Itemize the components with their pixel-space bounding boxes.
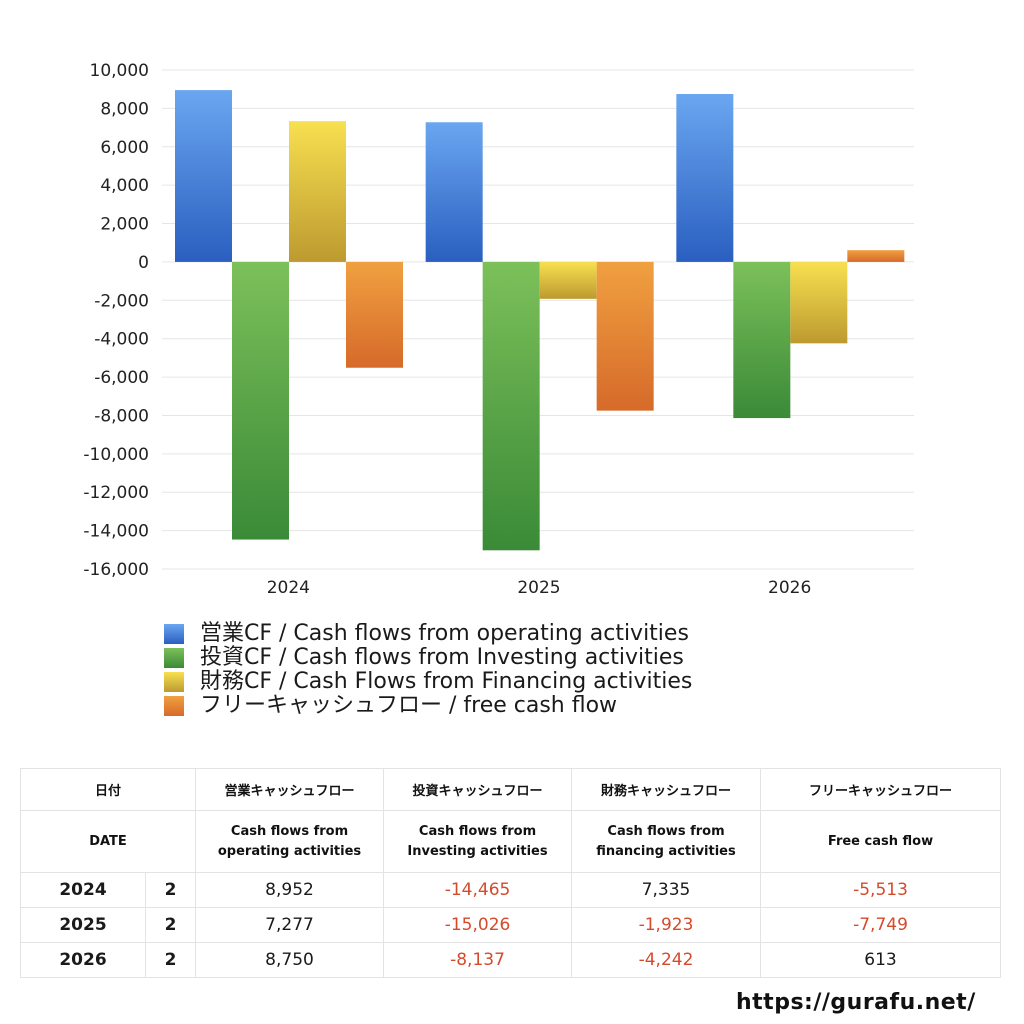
header-operating-en-line1: Cash flows from xyxy=(230,823,349,839)
bar-free-2024 xyxy=(346,261,403,368)
cash-flow-bar-chart: 10,000 8,000 6,000 4,000 2,000 0 -2,000 -4,000 -… xyxy=(83,61,914,598)
y-tick-label: 2,000 xyxy=(100,215,149,235)
row-operating: 8,750 xyxy=(195,942,385,978)
row-year: 2024 xyxy=(20,872,146,908)
bar-financing-2026 xyxy=(790,261,848,344)
site-url[interactable]: https://gurafu.net/ xyxy=(736,990,976,1015)
legend-swatch-operating xyxy=(164,624,184,644)
row-free: -5,513 xyxy=(760,872,1002,908)
bar-free-2026 xyxy=(847,250,905,262)
header-financing-jp: 財務キャッシュフロー xyxy=(571,768,762,811)
row-quarter: 2 xyxy=(144,872,197,908)
y-tick-label: 0 xyxy=(138,253,149,273)
header-operating-en-line2: operating activities xyxy=(217,843,362,859)
legend-swatch-financing xyxy=(164,672,184,692)
legend-swatch-free xyxy=(164,696,184,716)
header-operating-jp: 営業キャッシュフロー xyxy=(195,768,385,811)
bars xyxy=(175,90,905,551)
y-axis-ticks: 10,000 8,000 6,000 4,000 2,000 0 -2,000 -4,000 -… xyxy=(83,61,149,580)
legend-item-investing: 投資CF / Cash flows from Investing activit… xyxy=(164,646,692,670)
x-axis-categories: 2024 2025 2026 xyxy=(267,578,812,598)
row-quarter: 2 xyxy=(144,907,197,943)
legend: 営業CF / Cash flows from operating activit… xyxy=(164,622,692,718)
cash-flow-table: 日付 営業キャッシュフロー 投資キャッシュフロー 財務キャッシュフロー フリーキ… xyxy=(19,768,1002,978)
legend-item-free: フリーキャッシュフロー / free cash flow xyxy=(164,694,692,718)
header-date-en-line1: DATE xyxy=(89,833,127,849)
legend-label-free: フリーキャッシュフロー / free cash flow xyxy=(200,693,618,718)
header-date-en: DATE xyxy=(19,810,197,873)
row-financing: -4,242 xyxy=(571,942,762,978)
y-tick-label: -6,000 xyxy=(94,368,149,388)
table-row: 2025 2 7,277 -15,026 -1,923 -7,749 xyxy=(20,907,1002,943)
header-investing-jp: 投資キャッシュフロー xyxy=(383,768,573,811)
table-row: 2024 2 8,952 -14,465 7,335 -5,513 xyxy=(20,872,1002,908)
header-investing-en-line2: Investing activities xyxy=(407,843,548,859)
bar-financing-2025 xyxy=(539,261,597,299)
header-operating-en: Cash flows from operating activities xyxy=(195,810,385,873)
row-investing: -15,026 xyxy=(383,907,573,943)
row-investing: -14,465 xyxy=(383,872,573,908)
header-free-en-line1: Free cash flow xyxy=(827,833,934,849)
table-header-en: DATE Cash flows from operating activities… xyxy=(19,810,1002,873)
y-tick-label: -14,000 xyxy=(83,522,149,542)
header-investing-en-line1: Cash flows from xyxy=(418,823,537,839)
table-row: 2026 2 8,750 -8,137 -4,242 613 xyxy=(20,942,1002,978)
row-investing: -8,137 xyxy=(383,942,573,978)
y-tick-label: 4,000 xyxy=(100,176,149,196)
x-category-label: 2024 xyxy=(267,578,310,598)
row-operating: 7,277 xyxy=(195,907,385,943)
bar-investing-2024 xyxy=(232,261,289,540)
bar-free-2025 xyxy=(596,261,654,411)
row-financing: 7,335 xyxy=(571,872,762,908)
bar-operating-2026 xyxy=(676,93,734,262)
y-tick-label: 8,000 xyxy=(100,99,149,119)
header-date-jp: 日付 xyxy=(19,768,197,811)
row-operating: 8,952 xyxy=(195,872,385,908)
y-tick-label: -12,000 xyxy=(83,483,149,503)
legend-label-operating: 営業CF / Cash flows from operating activit… xyxy=(200,621,689,646)
y-tick-label: 10,000 xyxy=(90,61,149,81)
row-year: 2026 xyxy=(20,942,146,978)
legend-label-financing: 財務CF / Cash Flows from Financing activit… xyxy=(200,669,693,694)
header-financing-en: Cash flows from financing activities xyxy=(571,810,762,873)
row-year: 2025 xyxy=(20,907,146,943)
table-header-jp: 日付 営業キャッシュフロー 投資キャッシュフロー 財務キャッシュフロー フリーキ… xyxy=(19,768,1002,811)
x-category-label: 2025 xyxy=(517,578,560,598)
y-tick-label: -16,000 xyxy=(83,560,149,580)
legend-label-investing: 投資CF / Cash flows from Investing activit… xyxy=(200,645,684,670)
y-tick-label: -4,000 xyxy=(94,330,149,350)
legend-item-financing: 財務CF / Cash Flows from Financing activit… xyxy=(164,670,692,694)
header-free-en: Free cash flow xyxy=(760,810,1002,873)
row-free: -7,749 xyxy=(760,907,1002,943)
header-free-jp: フリーキャッシュフロー xyxy=(760,768,1002,811)
bar-operating-2024 xyxy=(175,90,232,262)
header-investing-en: Cash flows from Investing activities xyxy=(383,810,573,873)
header-financing-en-line2: financing activities xyxy=(596,843,736,859)
bar-financing-2024 xyxy=(289,121,346,262)
header-financing-en-line1: Cash flows from xyxy=(607,823,725,839)
bar-operating-2025 xyxy=(425,122,483,262)
legend-item-operating: 営業CF / Cash flows from operating activit… xyxy=(164,622,692,646)
row-free: 613 xyxy=(760,942,1002,978)
y-tick-label: -10,000 xyxy=(83,445,149,465)
row-financing: -1,923 xyxy=(571,907,762,943)
y-tick-label: -2,000 xyxy=(94,291,149,311)
bar-investing-2025 xyxy=(482,261,540,551)
row-quarter: 2 xyxy=(144,942,197,978)
y-tick-label: 6,000 xyxy=(100,138,149,158)
x-category-label: 2026 xyxy=(768,578,811,598)
legend-swatch-investing xyxy=(164,648,184,668)
y-tick-label: -8,000 xyxy=(94,406,149,426)
bar-investing-2026 xyxy=(733,261,791,419)
